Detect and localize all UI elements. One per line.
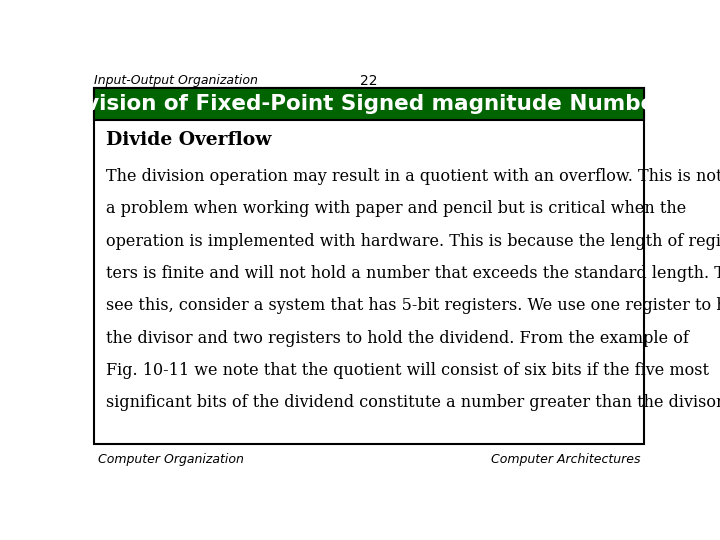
Text: Divide Overflow: Divide Overflow: [107, 131, 271, 149]
Text: Division of Fixed-Point Signed magnitude Numbers: Division of Fixed-Point Signed magnitude…: [60, 94, 678, 114]
Text: 22: 22: [360, 74, 378, 88]
Bar: [94, 88, 644, 120]
Text: operation is implemented with hardware. This is because the length of regis-: operation is implemented with hardware. …: [107, 233, 720, 249]
Text: Fig. 10-11 we note that the quotient will consist of six bits if the five most: Fig. 10-11 we note that the quotient wil…: [107, 362, 709, 379]
Text: Computer Architectures: Computer Architectures: [491, 453, 640, 465]
Text: the divisor and two registers to hold the dividend. From the example of: the divisor and two registers to hold th…: [107, 330, 689, 347]
Text: see this, consider a system that has 5-bit registers. We use one register to hol: see this, consider a system that has 5-b…: [107, 298, 720, 314]
Text: The division operation may result in a quotient with an overflow. This is not: The division operation may result in a q…: [107, 168, 720, 185]
Text: Input-Output Organization: Input-Output Organization: [94, 74, 258, 87]
Text: a problem when working with paper and pencil but is critical when the: a problem when working with paper and pe…: [107, 200, 687, 217]
Text: significant bits of the dividend constitute a number greater than the divisor.: significant bits of the dividend constit…: [107, 394, 720, 411]
Text: ters is finite and will not hold a number that exceeds the standard length. To: ters is finite and will not hold a numbe…: [107, 265, 720, 282]
Bar: [94, 88, 644, 444]
Text: Computer Organization: Computer Organization: [98, 453, 243, 465]
